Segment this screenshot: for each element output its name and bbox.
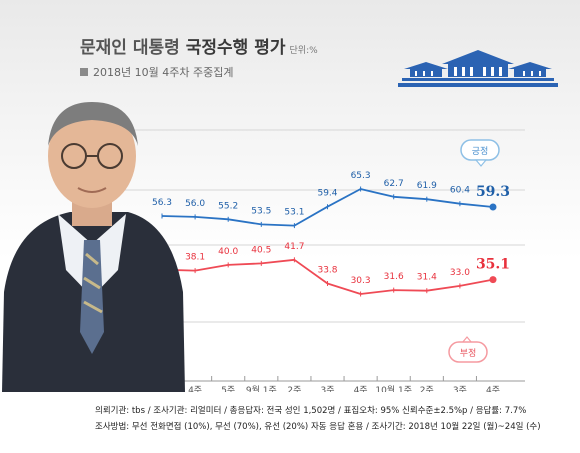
blue-house-logo	[398, 50, 558, 87]
footer: 의뢰기관: tbs / 조사기관: 리얼미터 / 총응답자: 전국 성인 1,5…	[0, 392, 580, 453]
legend-pill-1	[448, 341, 488, 363]
data-label-1-8: 31.4	[417, 273, 437, 283]
subtitle: 2018년 10월 4주차 주중집계	[80, 64, 233, 80]
x-tick-label-6: 4주	[354, 385, 368, 396]
data-label-0-1: 56.0	[185, 199, 205, 209]
data-label-1-4: 41.7	[284, 242, 304, 252]
x-tick-label-10: 4주	[486, 385, 500, 396]
x-tick-label-9: 3주	[453, 385, 467, 396]
data-label-0-4: 53.1	[284, 208, 304, 218]
data-label-0-6: 65.3	[351, 171, 371, 181]
data-label-0-7: 62.7	[384, 179, 404, 189]
legend-label-0: 긍정	[472, 146, 489, 157]
data-label-0-3: 53.5	[251, 206, 271, 216]
x-tick-label-8: 2주	[420, 385, 434, 396]
title-row: 문재인 대통령 국정수행 평가 단위:%	[80, 33, 318, 58]
data-label-1-5: 33.8	[317, 266, 337, 276]
legend-pointer-0	[474, 159, 488, 167]
legend-label-1: 부정	[460, 348, 477, 359]
square-bullet-icon	[80, 68, 88, 76]
data-label-1-9: 33.0	[450, 268, 470, 278]
x-tick-label-4: 2주	[287, 385, 301, 396]
x-tick-label-2: 5주	[221, 385, 235, 396]
data-label-0-10: 59.3	[476, 184, 510, 200]
data-label-0-9: 60.4	[450, 186, 470, 196]
subtitle-text: 2018년 10월 4주차 주중집계	[93, 66, 234, 79]
unit-label: 단위:%	[289, 46, 318, 56]
data-label-0-0: 56.3	[152, 198, 172, 208]
data-label-0-5: 59.4	[317, 189, 337, 199]
data-label-1-3: 40.5	[251, 245, 271, 255]
end-point-0	[489, 203, 497, 211]
survey-info-line-1: 의뢰기관: tbs / 조사기관: 리얼미터 / 총응답자: 전국 성인 1,5…	[95, 406, 527, 416]
survey-info-line-2: 조사방법: 무선 전화면접 (10%), 무선 (70%), 유선 (20%) …	[95, 422, 541, 432]
x-tick-label-1: 4주	[188, 385, 202, 396]
page-title-light: 문재인 대통령	[80, 38, 180, 58]
data-label-1-2: 40.0	[218, 247, 238, 257]
data-label-1-6: 30.3	[351, 276, 371, 286]
x-tick-label-5: 3주	[320, 385, 334, 396]
president-portrait	[2, 102, 185, 392]
data-label-1-10: 35.1	[476, 257, 510, 273]
end-point-1	[489, 276, 497, 284]
data-label-0-8: 61.9	[417, 181, 437, 191]
page-title-bold: 국정수행 평가	[185, 38, 286, 58]
data-label-1-1: 38.1	[185, 253, 205, 263]
data-label-1-7: 31.6	[384, 272, 404, 282]
data-label-0-2: 55.2	[218, 201, 238, 211]
